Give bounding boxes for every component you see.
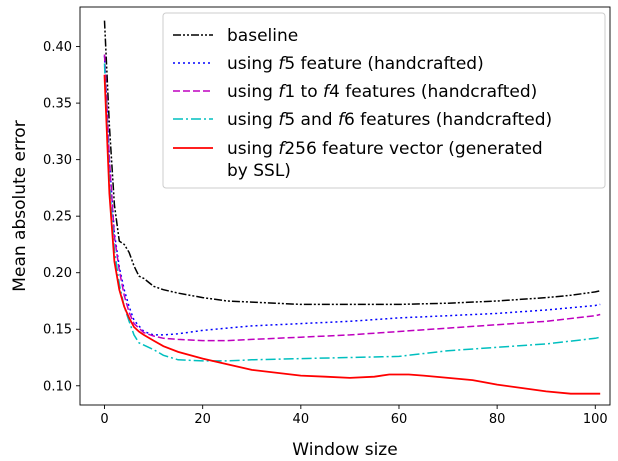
y-tick-label: 0.20	[43, 266, 72, 281]
legend-label-1: baseline	[227, 26, 298, 46]
series-line-5	[103, 74, 601, 395]
legend-label-5-line2: by SSL)	[227, 161, 291, 181]
y-tick-label: 0.30	[43, 153, 72, 168]
series-line-1	[103, 20, 601, 306]
y-axis-title: Mean absolute error	[10, 120, 30, 291]
legend-label-4: using f5 and f6 features (handcrafted)	[227, 110, 552, 130]
y-tick-label: 0.15	[43, 323, 72, 338]
series-line-3	[103, 54, 601, 342]
x-tick-label: 60	[391, 412, 408, 427]
y-tick-label: 0.25	[43, 210, 72, 225]
legend-label-5: using f256 feature vector (generated	[227, 139, 543, 159]
legend-box	[162, 12, 606, 189]
x-tick-label: 20	[194, 412, 211, 427]
x-tick-label: 100	[583, 412, 608, 427]
legend: baseline using f5 feature (handcrafted) us…	[162, 12, 606, 189]
y-tick-label: 0.10	[43, 379, 72, 394]
x-tick-label: 0	[100, 412, 108, 427]
x-axis: 0 20 40 60 80 100	[100, 405, 608, 427]
plot-frame	[79, 6, 611, 406]
y-tick-label: 0.40	[43, 40, 72, 55]
legend-label-2: using f5 feature (handcrafted)	[227, 54, 484, 74]
y-axis: 0.10 0.15 0.20 0.25 0.30 0.35 0.40	[43, 40, 80, 394]
plot-lines	[103, 20, 601, 395]
x-axis-title: Window size	[292, 440, 397, 460]
x-tick-label: 80	[489, 412, 506, 427]
y-tick-label: 0.35	[43, 97, 72, 112]
x-tick-label: 40	[293, 412, 310, 427]
legend-label-3: using f1 to f4 features (handcrafted)	[227, 82, 537, 102]
